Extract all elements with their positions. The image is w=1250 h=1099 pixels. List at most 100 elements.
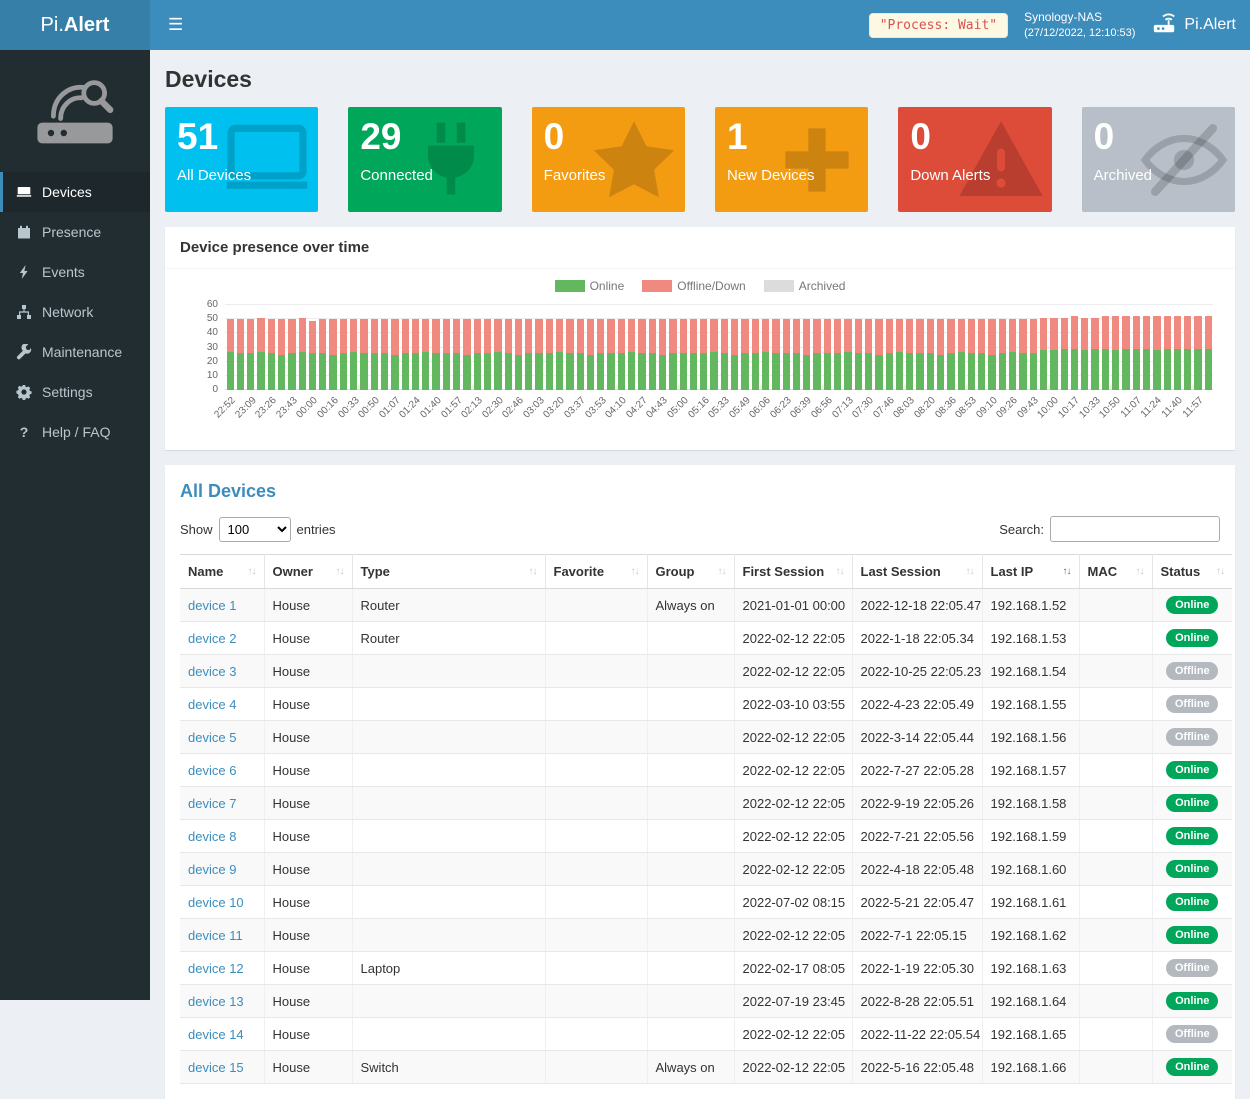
bar-segment-online: [1081, 350, 1089, 390]
column-header-first-session[interactable]: First Session ↑↓: [734, 554, 853, 589]
device-link[interactable]: device 11: [188, 927, 243, 943]
chart-bar: [741, 305, 749, 390]
column-header-mac[interactable]: MAC ↑↓: [1079, 554, 1153, 589]
bar-segment-online: [370, 353, 378, 390]
sort-icon: ↑↓: [1216, 566, 1225, 577]
column-header-group[interactable]: Group ↑↓: [647, 554, 735, 589]
bar-segment-offline: [916, 319, 924, 354]
chart-bar: [370, 305, 378, 390]
bar-segment-offline: [329, 319, 337, 355]
bar-segment-online: [350, 351, 358, 390]
sidebar-item-label: Network: [42, 304, 94, 320]
sidebar-item-maintenance[interactable]: Maintenance: [0, 332, 150, 372]
table-row[interactable]: device 5 House 2022-02-12 22:05 2022-3-14 2…: [180, 720, 1232, 754]
sidebar-item-settings[interactable]: Settings: [0, 372, 150, 412]
device-link[interactable]: device 5: [188, 729, 237, 745]
x-axis-tick-label: 04:43: [644, 395, 671, 421]
table-row[interactable]: device 13 House 2022-07-19 23:45 2022-8-28 …: [180, 984, 1232, 1018]
device-link[interactable]: device 13: [188, 993, 244, 1009]
chart-bar: [514, 305, 523, 390]
table-row[interactable]: device 3 House 2022-02-12 22:05 2022-10-25 …: [180, 654, 1232, 688]
cell-name: device 13: [180, 984, 265, 1018]
legend-item-offline-down[interactable]: Offline/Down: [642, 279, 746, 293]
bar-segment-online: [504, 353, 512, 390]
summary-card-all-devices[interactable]: 51 All Devices: [165, 107, 319, 212]
bar-segment-online: [257, 351, 265, 390]
legend-item-archived[interactable]: Archived: [763, 279, 845, 293]
bar-segment-online: [689, 353, 698, 390]
device-link[interactable]: device 1: [188, 597, 237, 613]
device-link[interactable]: device 12: [188, 960, 244, 976]
cell-first-session: 2022-02-12 22:05: [734, 786, 853, 820]
bar-segment-online: [319, 353, 327, 390]
column-header-last-session[interactable]: Last Session ↑↓: [852, 554, 983, 589]
sidebar-item-devices[interactable]: Devices: [0, 172, 150, 212]
device-link[interactable]: device 7: [188, 795, 237, 811]
table-row[interactable]: device 10 House 2022-07-02 08:15 2022-5-21 …: [180, 885, 1232, 919]
page-length-select[interactable]: 100: [218, 516, 291, 542]
cell-group: [647, 720, 735, 754]
device-link[interactable]: device 8: [188, 828, 237, 844]
bar-segment-offline: [803, 319, 811, 355]
device-link[interactable]: device 4: [188, 696, 237, 712]
sidebar-item-network[interactable]: Network: [0, 292, 150, 332]
cell-first-session: 2022-02-12 22:05: [734, 918, 853, 952]
device-link[interactable]: device 9: [188, 861, 237, 877]
device-link[interactable]: device 2: [188, 630, 237, 646]
table-row[interactable]: device 2 House Router 2022-02-12 22:05 2022-…: [180, 621, 1232, 655]
column-header-name[interactable]: Name ↑↓: [180, 554, 265, 589]
table-row[interactable]: device 11 House 2022-02-12 22:05 2022-7-1 2…: [180, 918, 1232, 952]
legend-item-online[interactable]: Online: [554, 279, 624, 293]
device-link[interactable]: device 10: [188, 894, 244, 910]
table-row[interactable]: device 14 House 2022-02-12 22:05 2022-11-22…: [180, 1017, 1232, 1051]
table-row[interactable]: device 7 House 2022-02-12 22:05 2022-9-19 2…: [180, 786, 1232, 820]
cell-favorite: [545, 753, 648, 787]
x-axis-tick-label: 10:33: [1076, 395, 1103, 421]
column-header-status[interactable]: Status ↑↓: [1152, 554, 1232, 589]
bar-segment-online: [556, 351, 564, 390]
device-link[interactable]: device 14: [188, 1026, 244, 1042]
cell-last-session: 2022-7-21 22:05.56: [852, 819, 983, 853]
summary-card-archived[interactable]: 0 Archived: [1081, 107, 1235, 212]
column-header-type[interactable]: Type ↑↓: [352, 554, 546, 589]
chart-bar: [1029, 305, 1037, 390]
sidebar-toggle[interactable]: ☰: [150, 0, 201, 50]
bar-segment-online: [1153, 350, 1161, 390]
sidebar-item-help-faq[interactable]: ? Help / FAQ: [0, 412, 150, 452]
search-input[interactable]: [1050, 516, 1220, 542]
table-row[interactable]: device 9 House 2022-02-12 22:05 2022-4-18 2…: [180, 852, 1232, 886]
summary-card-connected[interactable]: 29 Connected: [348, 107, 502, 212]
sidebar-item-presence[interactable]: Presence: [0, 212, 150, 252]
card-label: All Devices: [177, 166, 252, 184]
column-header-last-ip[interactable]: Last IP ↑↓: [982, 554, 1080, 589]
bar-segment-offline: [1091, 317, 1099, 349]
column-header-owner[interactable]: Owner ↑↓: [264, 554, 353, 589]
summary-card-down-alerts[interactable]: 0 Down Alerts: [898, 107, 1052, 212]
brand-logo[interactable]: Pi. Alert: [0, 0, 150, 50]
table-row[interactable]: device 12 House Laptop 2022-02-17 08:05 2022…: [180, 951, 1232, 985]
sidebar-item-events[interactable]: Events: [0, 252, 150, 292]
table-row[interactable]: device 8 House 2022-02-12 22:05 2022-7-21 2…: [180, 819, 1232, 853]
cell-name: device 11: [180, 918, 265, 952]
summary-card-new-devices[interactable]: 1 New Devices: [714, 107, 869, 212]
cell-favorite: [545, 1017, 648, 1051]
table-row[interactable]: device 1 House Router Always on 2021-01-01 0…: [180, 588, 1232, 622]
summary-card-favorites[interactable]: 0 Favorites: [531, 107, 685, 212]
bar-segment-offline: [720, 319, 729, 354]
status-badge: Online: [1166, 827, 1219, 845]
cell-name: device 6: [180, 753, 265, 787]
question-icon: ?: [16, 424, 32, 440]
table-row[interactable]: device 6 House 2022-02-12 22:05 2022-7-27 2…: [180, 753, 1232, 787]
table-row[interactable]: device 15 House Switch Always on 2022-02-12 …: [180, 1050, 1232, 1084]
status-badge: Offline: [1166, 662, 1219, 680]
bar-segment-offline: [761, 319, 770, 352]
device-link[interactable]: device 3: [188, 663, 237, 679]
bar-segment-offline: [926, 319, 934, 354]
device-link[interactable]: device 6: [188, 762, 237, 778]
sidebar-item-label: Presence: [42, 224, 102, 240]
top-navbar: Pi. Alert ☰ "Process: Wait" Synology-NAS …: [0, 0, 1250, 50]
device-link[interactable]: device 15: [188, 1059, 244, 1075]
column-header-favorite[interactable]: Favorite ↑↓: [545, 554, 648, 589]
bar-segment-online: [453, 353, 461, 390]
table-row[interactable]: device 4 House 2022-03-10 03:55 2022-4-23 2…: [180, 687, 1232, 721]
